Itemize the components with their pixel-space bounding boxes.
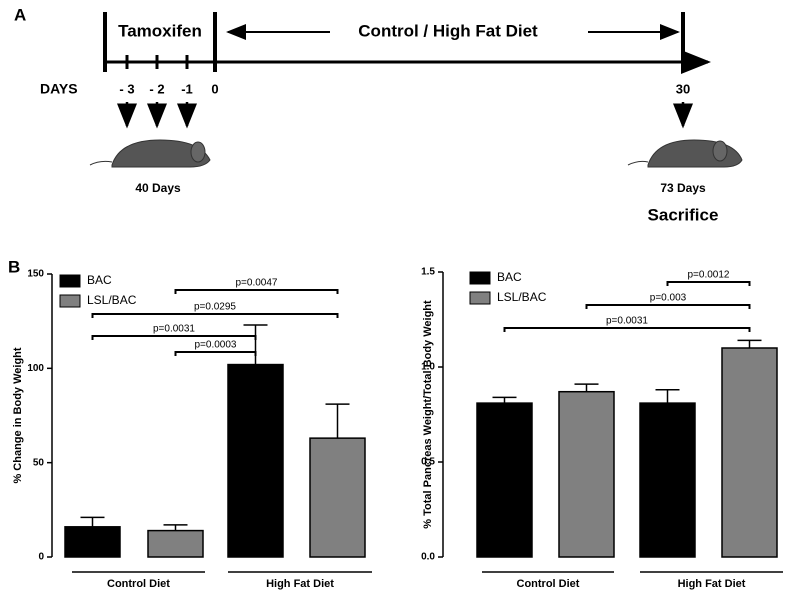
y-tick-label: 150	[27, 269, 44, 280]
panel-label: B	[8, 257, 20, 276]
p-value: p=0.0031	[606, 316, 648, 327]
p-value: p=0.0295	[194, 302, 236, 313]
legend-label: BAC	[497, 270, 522, 284]
y-tick-label: 0.0	[421, 552, 435, 563]
p-value: p=0.0012	[688, 270, 730, 281]
phase-label: Control / High Fat Diet	[358, 21, 538, 40]
age-label: 73 Days	[660, 181, 706, 195]
panel-a: A Tamoxifen Control / High Fat Diet DAYS…	[14, 5, 743, 224]
x-tick-label: High Fat Diet	[266, 578, 334, 590]
legend-label: LSL/BAC	[87, 293, 137, 307]
bar	[558, 390, 615, 558]
legend-swatch	[469, 291, 491, 305]
y-tick-label: 50	[33, 457, 45, 468]
bar	[639, 402, 696, 558]
day-label: 30	[676, 81, 690, 96]
significance-bracket	[503, 327, 751, 332]
x-tick-label: High Fat Diet	[678, 578, 746, 590]
legend-label: BAC	[87, 273, 112, 287]
p-value: p=0.003	[650, 293, 687, 304]
arrows	[117, 102, 693, 129]
y-axis-label: % Total Pancreas Weight/Total Body Weigh…	[422, 300, 434, 529]
p-value: p=0.0047	[236, 278, 278, 289]
y-tick-label: 1.0	[421, 362, 435, 373]
day-label: -1	[181, 81, 193, 96]
p-value: p=0.0031	[153, 324, 195, 335]
day-label: - 3	[119, 81, 134, 96]
significance-bracket	[91, 335, 257, 340]
significance-bracket	[585, 304, 751, 309]
legend-label: LSL/BAC	[497, 290, 547, 304]
bar	[64, 526, 121, 558]
mouse	[89, 139, 211, 168]
significance-bracket	[91, 313, 339, 318]
y-axis-label: % Change in Body Weight	[12, 347, 24, 483]
mouse	[627, 139, 743, 168]
legend-swatch	[59, 274, 81, 288]
legend-swatch	[59, 294, 81, 308]
y-tick-label: 0	[38, 552, 44, 563]
axis-label: DAYS	[40, 81, 78, 97]
significance-bracket	[666, 281, 751, 286]
y-tick-label: 0.5	[421, 457, 435, 468]
bar	[721, 347, 778, 558]
significance-bracket	[174, 351, 257, 356]
day-label: - 2	[149, 81, 164, 96]
ticks	[125, 55, 189, 69]
panel-label: A	[14, 5, 26, 24]
x-tick-label: Control Diet	[107, 578, 170, 590]
y-tick-label: 100	[27, 363, 44, 374]
bar	[227, 363, 284, 558]
bar	[147, 529, 204, 558]
day-label: 0	[211, 81, 218, 96]
event-label: Sacrifice	[648, 205, 719, 224]
legend-swatch	[469, 271, 491, 285]
x-tick-label: Control Diet	[517, 578, 580, 590]
bar	[476, 402, 533, 558]
y-tick-label: 1.5	[421, 267, 435, 278]
bar	[309, 437, 366, 558]
p-value: p=0.0003	[195, 340, 237, 351]
phase-label: Tamoxifen	[118, 21, 202, 40]
significance-bracket	[174, 289, 339, 294]
age-label: 40 Days	[135, 181, 181, 195]
